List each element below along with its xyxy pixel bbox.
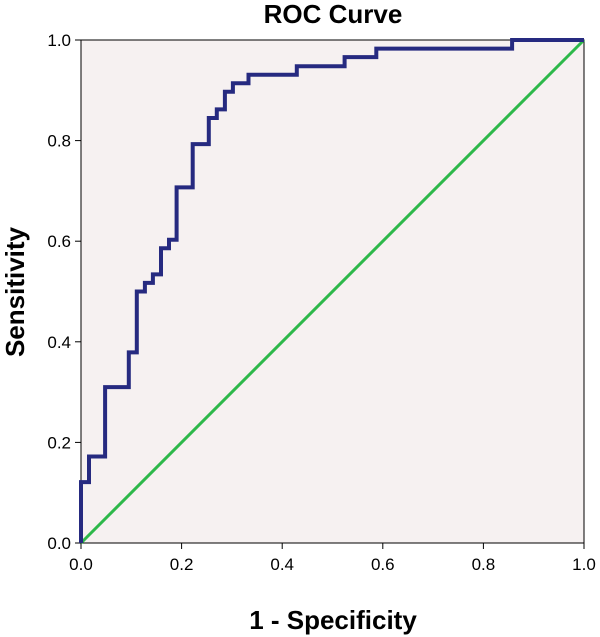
x-tick-label: 0.4 <box>270 555 294 574</box>
reference-diagonal-line <box>79 38 586 545</box>
x-tick-label: 0.2 <box>170 555 194 574</box>
y-tick-label: 0.0 <box>47 534 71 553</box>
x-tick-label: 0.0 <box>69 555 93 574</box>
y-axis-label: Sensitivity <box>0 226 30 357</box>
x-tick-label: 0.6 <box>371 555 395 574</box>
chart-title: ROC Curve <box>264 0 403 29</box>
y-tick-label: 0.8 <box>47 132 71 151</box>
y-tick-label: 0.4 <box>47 333 71 352</box>
y-tick-label: 0.2 <box>47 433 71 452</box>
y-tick-label: 0.6 <box>47 232 71 251</box>
x-axis-label: 1 - Specificity <box>249 605 417 635</box>
y-tick-label: 1.0 <box>47 31 71 50</box>
x-tick-label: 1.0 <box>572 555 596 574</box>
roc-curve-line <box>79 38 584 543</box>
x-tick-label: 0.8 <box>472 555 496 574</box>
